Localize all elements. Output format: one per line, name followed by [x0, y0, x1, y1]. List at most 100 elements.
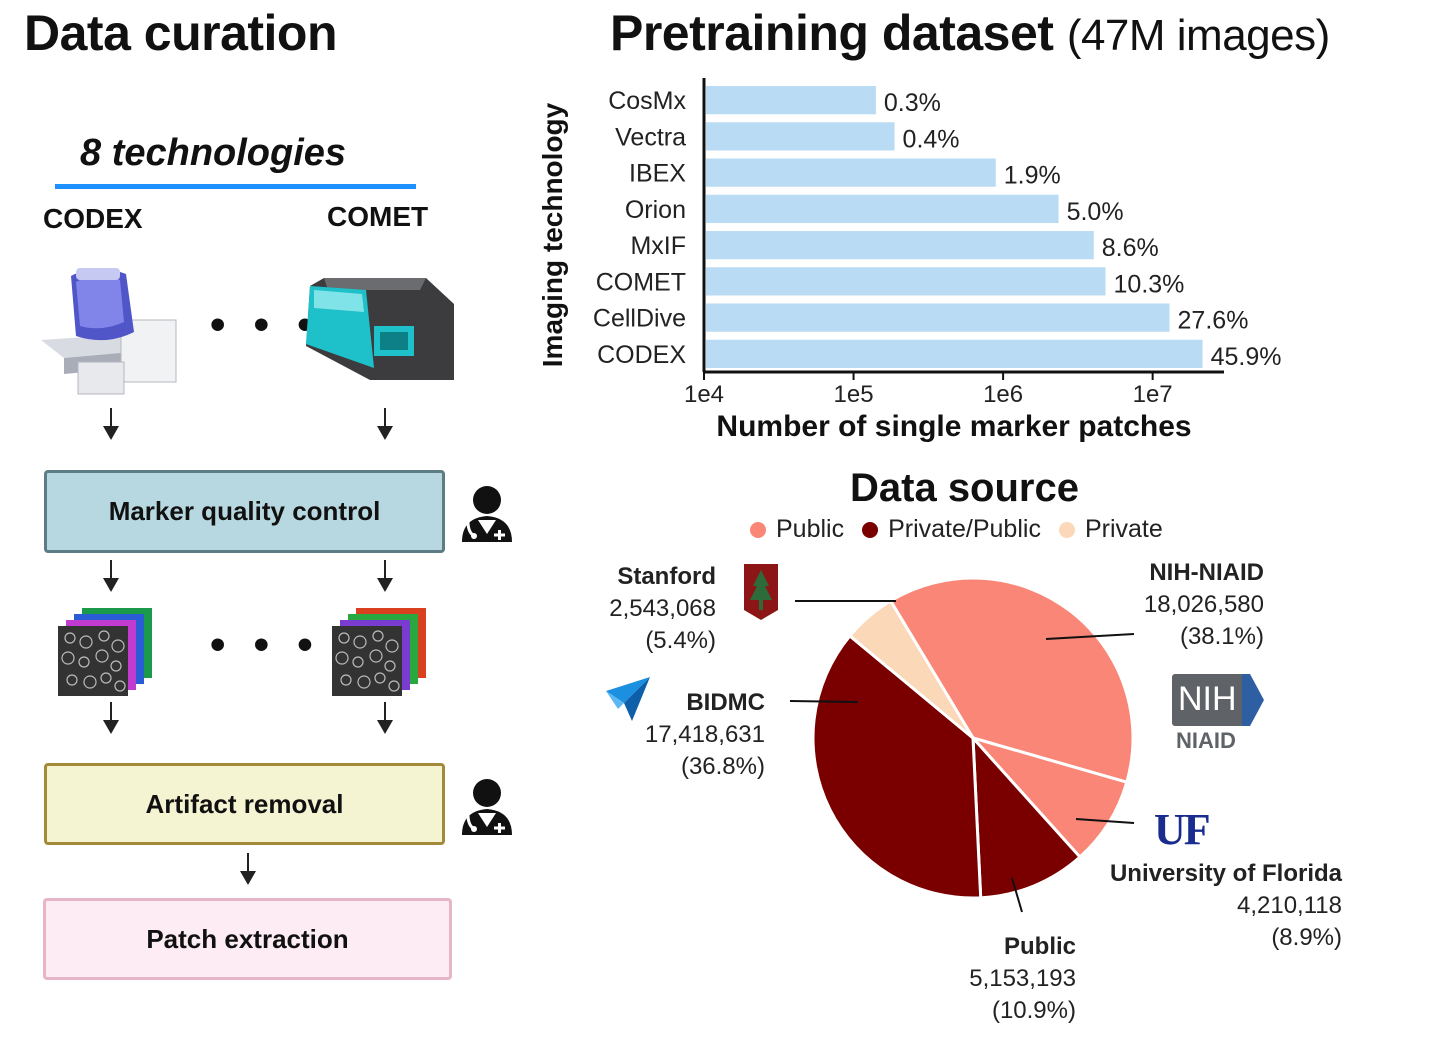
slice-percent: (5.4%)	[645, 627, 716, 654]
doctor-icon	[462, 486, 512, 542]
slice-name: University of Florida	[1109, 860, 1342, 887]
comet-instrument-icon	[306, 278, 454, 380]
bar-cosmx	[706, 85, 876, 115]
bar-data-label: 0.3%	[884, 89, 941, 117]
arrow-down	[377, 702, 393, 734]
heading-underline	[55, 184, 416, 189]
pie-label-nih-niaid: NIH-NIAID 18,026,580 (38.1%)	[1144, 557, 1264, 653]
x-tick-label: 1e4	[684, 381, 724, 408]
pie-label-university-of-florida: University of Florida 4,210,118 (8.9%)	[1110, 858, 1342, 954]
image-stack-icon	[332, 608, 426, 696]
bar-vectra	[706, 122, 895, 151]
bar-codex	[706, 339, 1203, 369]
technology-bar-chart: CosMx 0.3% Vectra 0.4% IBEX 1.9% Orion 5.0% MxIF…	[537, 78, 1282, 443]
slice-percent: (36.8%)	[680, 753, 765, 780]
bar-data-label: 27.6%	[1178, 307, 1249, 335]
x-axis-label: Number of single marker patches	[716, 410, 1191, 443]
tech-label-codex: CODEX	[43, 203, 143, 234]
marker-quality-control-step: Marker quality control	[44, 470, 445, 553]
slice-count: 4,210,118	[1237, 892, 1342, 919]
bar-orion	[706, 194, 1059, 224]
legend-swatch	[862, 521, 879, 538]
patch-extraction-step: Patch extraction	[43, 898, 452, 980]
y-tick-label: CosMx	[608, 87, 686, 115]
slice-count: 2,543,068	[609, 595, 716, 622]
leader-line-uf	[1075, 818, 1135, 824]
legend-swatch	[1058, 521, 1075, 538]
leader-line-nih	[1045, 633, 1135, 640]
y-tick-label: COMET	[596, 268, 686, 296]
pie-slice-public	[971, 733, 1083, 900]
pie-label-bidmc: BIDMC 17,418,631 (36.8%)	[645, 687, 765, 783]
ellipsis-middle: • • •	[210, 620, 321, 669]
slice-name: NIH-NIAID	[1149, 559, 1264, 586]
bar-data-label: 1.9%	[1004, 162, 1061, 190]
pie-slice-nih-niaid	[888, 576, 1135, 785]
step-label: Marker quality control	[108, 496, 381, 526]
legend-swatch	[750, 521, 766, 538]
y-tick-label: MxIF	[630, 232, 686, 260]
x-tick-label: 1e6	[983, 381, 1023, 408]
bar-data-label: 0.4%	[903, 125, 960, 153]
slice-count: 5,153,193	[969, 965, 1076, 992]
legend-label: Public	[776, 515, 845, 543]
legend-label: Private/Public	[888, 515, 1041, 543]
arrow-down	[240, 853, 256, 885]
y-axis-label: Imaging technology	[537, 102, 568, 367]
bar-data-label: 8.6%	[1102, 234, 1159, 262]
arrow-down	[377, 408, 393, 440]
doctor-icon	[462, 779, 512, 835]
legend-item: Private	[1058, 515, 1163, 544]
slice-name: BIDMC	[686, 689, 765, 716]
bar-data-label: 5.0%	[1067, 198, 1124, 226]
legend-item: Private/Public	[862, 515, 1041, 544]
bidmc-logo-icon	[606, 677, 650, 721]
technologies-heading: 8 technologies	[80, 132, 347, 174]
bar-comet	[706, 267, 1106, 296]
slice-percent: (10.9%)	[991, 997, 1076, 1024]
bar-data-label: 45.9%	[1211, 343, 1282, 371]
y-tick-label: Vectra	[615, 123, 686, 151]
uf-logo-icon: UF	[1154, 805, 1211, 854]
bar-data-label: 10.3%	[1114, 270, 1185, 298]
pie-legend: Public Private/Public Private	[750, 515, 1163, 544]
bar-celldive	[706, 303, 1170, 332]
arrow-down	[377, 560, 393, 592]
slice-name: Public	[1003, 933, 1076, 960]
pie-label-stanford: Stanford 2,543,068 (5.4%)	[609, 561, 716, 657]
artifact-removal-step: Artifact removal	[44, 763, 445, 845]
leader-line-bidmc	[789, 700, 859, 703]
stanford-logo-icon	[744, 564, 778, 620]
y-tick-label: CODEX	[597, 341, 686, 369]
x-tick-label: 1e7	[1133, 381, 1173, 408]
nih-logo-subtext: NIAID	[1176, 728, 1236, 753]
title-count: (47M images)	[1066, 11, 1330, 60]
title-bold: Pretraining dataset	[610, 5, 1054, 61]
slice-count: 17,418,631	[644, 721, 765, 748]
y-tick-label: CellDive	[593, 305, 686, 333]
step-label: Artifact removal	[145, 788, 344, 819]
nih-logo-icon: NIH NIAID	[1172, 674, 1264, 754]
nih-chevron-icon	[1242, 674, 1264, 726]
slice-count: 18,026,580	[1143, 591, 1264, 618]
tech-label-comet: COMET	[327, 201, 429, 232]
pie-title: Data source	[850, 466, 1079, 510]
arrow-down	[103, 408, 119, 440]
bar-mxif	[706, 230, 1094, 260]
pie-label-public: Public 5,153,193 (10.9%)	[969, 931, 1076, 1027]
x-tick-label: 1e5	[834, 381, 874, 408]
slice-percent: (8.9%)	[1271, 924, 1342, 951]
codex-instrument-icon	[41, 268, 177, 395]
step-label: Patch extraction	[146, 923, 349, 954]
ellipsis-top: • • •	[210, 300, 321, 349]
leader-line-public	[1011, 877, 1023, 913]
image-stack-icon	[58, 608, 152, 696]
pie-slice-university-of-florida	[968, 735, 1129, 860]
left-panel-title: Data curation	[24, 5, 338, 61]
legend-item: Public	[750, 515, 844, 544]
legend-label: Private	[1084, 515, 1163, 543]
arrow-down	[103, 560, 119, 592]
slice-percent: (38.1%)	[1179, 623, 1264, 650]
pretraining-title: Pretraining dataset (47M images)	[610, 4, 1330, 62]
